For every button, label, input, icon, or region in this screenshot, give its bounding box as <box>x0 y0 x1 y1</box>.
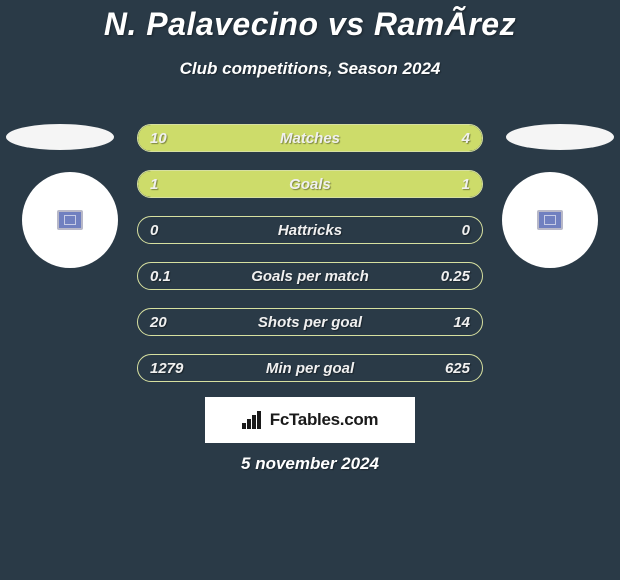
page-title: N. Palavecino vs RamÃ­rez <box>0 0 620 43</box>
subtitle: Club competitions, Season 2024 <box>0 59 620 79</box>
stat-bar-left <box>138 125 372 151</box>
stat-label: Hattricks <box>138 217 482 243</box>
stat-label: Shots per goal <box>138 309 482 335</box>
stat-row: 11Goals <box>137 170 483 198</box>
placeholder-icon <box>537 210 563 230</box>
player-left-avatar <box>22 172 118 268</box>
stat-row: 1279 625Min per goal <box>137 354 483 382</box>
date-label: 5 november 2024 <box>0 454 620 474</box>
stat-value-left: 20 <box>150 309 167 335</box>
stat-label: Min per goal <box>138 355 482 381</box>
stat-value-right: 0 <box>462 217 470 243</box>
stat-value-left: 1279 <box>150 355 183 381</box>
stat-label: Goals per match <box>138 263 482 289</box>
stat-bar-right <box>372 125 482 151</box>
stat-value-left: 0.1 <box>150 263 171 289</box>
player-left-ellipse <box>6 124 114 150</box>
stat-row: 0.1 0.25Goals per match <box>137 262 483 290</box>
brand-badge: FcTables.com <box>205 397 415 443</box>
brand-bars-icon <box>242 411 264 429</box>
stat-value-right: 0.25 <box>441 263 470 289</box>
placeholder-icon <box>57 210 83 230</box>
stat-value-right: 14 <box>453 309 470 335</box>
comparison-bars: 104Matches 11Goals 0 0Hattricks 0.1 0.25Goals… <box>137 124 483 400</box>
stat-row: 104Matches <box>137 124 483 152</box>
player-right-avatar <box>502 172 598 268</box>
stat-row: 20 14Shots per goal <box>137 308 483 336</box>
stat-row: 0 0Hattricks <box>137 216 483 244</box>
player-right-ellipse <box>506 124 614 150</box>
brand-text: FcTables.com <box>270 410 379 430</box>
stat-bar-left <box>138 171 482 197</box>
stat-value-left: 0 <box>150 217 158 243</box>
stat-value-right: 625 <box>445 355 470 381</box>
